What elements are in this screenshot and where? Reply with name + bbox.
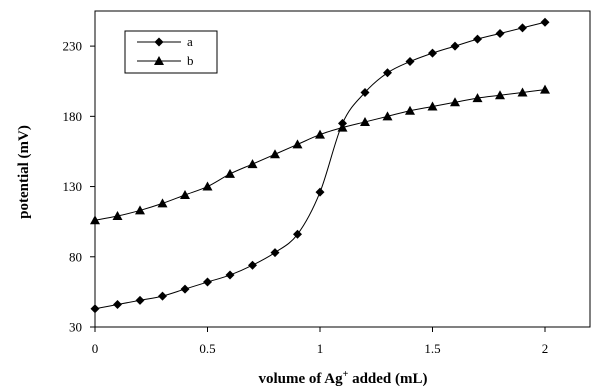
y-tick-label: 180 bbox=[63, 109, 83, 124]
series-a bbox=[90, 17, 550, 314]
series-a-point bbox=[90, 304, 100, 314]
series-a-point bbox=[113, 300, 122, 310]
series-b-point bbox=[247, 159, 258, 169]
series-b-point bbox=[382, 111, 393, 121]
series-b-point bbox=[405, 105, 415, 115]
series-a-point bbox=[270, 248, 280, 258]
series-a-point bbox=[518, 23, 527, 33]
y-tick-label: 230 bbox=[63, 39, 83, 54]
legend-label-b: b bbox=[187, 53, 194, 68]
series-b-point bbox=[202, 181, 213, 191]
legend-marker-b bbox=[154, 56, 164, 65]
series-b-point bbox=[292, 139, 303, 149]
legend-box bbox=[124, 30, 218, 74]
series-b-point bbox=[135, 205, 145, 215]
series-b-point bbox=[427, 101, 438, 111]
series-a-point bbox=[540, 17, 550, 27]
series-b-point bbox=[360, 116, 370, 126]
series-b-point bbox=[112, 211, 123, 221]
series-b-point bbox=[315, 129, 325, 139]
x-tick-label: 0.5 bbox=[199, 341, 215, 356]
x-tick-label: 1.5 bbox=[424, 341, 440, 356]
series-b-point bbox=[540, 84, 550, 94]
legend-label-a: a bbox=[187, 34, 193, 49]
y-tick-label: 130 bbox=[63, 179, 83, 194]
series-a-point bbox=[158, 291, 167, 301]
y-axis-label: potential (mV) bbox=[16, 125, 32, 219]
series-a-point bbox=[203, 277, 212, 287]
y-tick-label: 30 bbox=[69, 320, 82, 335]
series-b-point bbox=[495, 90, 505, 100]
series-a-point bbox=[248, 260, 257, 270]
series-b-point bbox=[337, 122, 348, 132]
series-b-point bbox=[450, 97, 460, 107]
series-a-point bbox=[405, 57, 415, 67]
series-a-point bbox=[315, 187, 325, 197]
series-a-point bbox=[495, 28, 505, 38]
series-b bbox=[90, 84, 550, 225]
plot-frame bbox=[94, 10, 591, 328]
x-tick-label: 0 bbox=[92, 341, 99, 356]
series-a-point bbox=[428, 48, 437, 58]
series-layer bbox=[90, 17, 550, 314]
legend-marker-a bbox=[154, 37, 164, 47]
x-tick-label: 2 bbox=[542, 341, 549, 356]
series-a-point bbox=[180, 284, 190, 294]
series-b-point bbox=[270, 149, 280, 159]
series-a-point bbox=[293, 229, 302, 239]
series-a-point bbox=[383, 68, 392, 78]
series-b-point bbox=[517, 87, 528, 97]
series-b-point bbox=[157, 198, 168, 208]
series-b-point bbox=[90, 215, 100, 225]
legend: a b bbox=[124, 30, 218, 74]
series-a-point bbox=[360, 87, 370, 97]
series-b-point bbox=[225, 168, 235, 178]
series-b-point bbox=[180, 189, 190, 199]
x-tick-label: 1 bbox=[317, 341, 324, 356]
y-axis-ticks: 30 80 130 180 230 bbox=[63, 39, 95, 335]
series-b-point bbox=[472, 93, 483, 103]
series-a-point bbox=[450, 41, 460, 51]
series-a-point bbox=[473, 34, 482, 44]
series-a-point bbox=[225, 270, 235, 280]
plot-area bbox=[94, 10, 591, 328]
series-a-point bbox=[135, 295, 145, 305]
y-tick-label: 80 bbox=[69, 249, 82, 264]
x-axis-ticks: 0 0.5 1 1.5 2 bbox=[92, 327, 549, 356]
x-axis-label: volume of Ag+ added (mL) bbox=[258, 369, 427, 387]
